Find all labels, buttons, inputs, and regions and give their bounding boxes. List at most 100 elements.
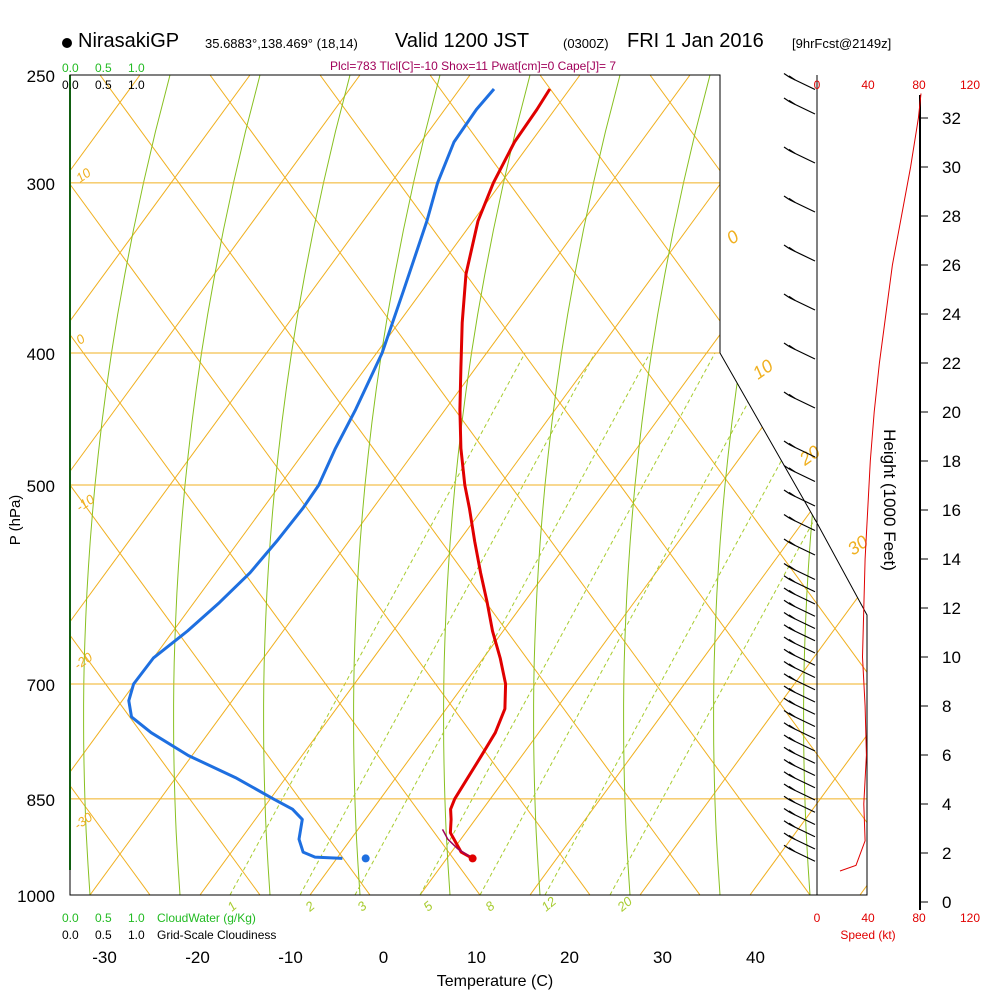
wind-barb-feather bbox=[788, 565, 796, 571]
wind-barb-feather bbox=[788, 847, 796, 853]
pressure-tick-label: 1000 bbox=[17, 887, 55, 906]
data-series bbox=[127, 88, 552, 863]
wind-barb-feather bbox=[783, 648, 791, 654]
temperature-tick-label: 10 bbox=[467, 948, 486, 967]
plot-frame-outline bbox=[69, 74, 868, 896]
height-tick-label: 14 bbox=[942, 550, 961, 569]
moist-adiabat-line bbox=[173, 75, 261, 895]
stability-params: Plcl=783 Tlcl[C]=-10 Shox=11 Pwat[cm]=0 … bbox=[330, 59, 617, 73]
wind-barb-feather bbox=[788, 785, 796, 791]
wind-barb-feather bbox=[783, 710, 791, 715]
adiabat-label: -20 bbox=[71, 649, 96, 673]
series-line-temperature bbox=[448, 88, 552, 860]
wind-barb-feather bbox=[788, 810, 796, 816]
isotherm-line bbox=[0, 75, 30, 895]
mixing-ratio-line bbox=[479, 352, 776, 895]
adiabat-label: 10 bbox=[749, 355, 777, 383]
forecast-date: FRI 1 Jan 2016 bbox=[627, 30, 764, 52]
wind-barb-feather bbox=[783, 722, 791, 728]
wind-barb-feather bbox=[783, 587, 791, 593]
valid-time: Valid 1200 JST bbox=[395, 30, 530, 52]
cloud-scale-label: 0.5 bbox=[95, 78, 112, 92]
adiabat-label: 0 bbox=[73, 331, 88, 348]
temperature-tick-label: 40 bbox=[746, 948, 765, 967]
isotherm-line bbox=[70, 75, 361, 895]
wind-barb-feather bbox=[783, 783, 791, 789]
dry-adiabat-line bbox=[980, 75, 1000, 895]
height-tick-label: 32 bbox=[942, 109, 961, 128]
moist-adiabat-line bbox=[623, 75, 711, 895]
wind-barb-feather bbox=[788, 516, 796, 522]
wind-barb-feather bbox=[788, 467, 796, 473]
wind-barb-feather bbox=[783, 624, 791, 630]
guide-lines bbox=[0, 75, 1000, 895]
pressure-tick-label: 850 bbox=[27, 791, 55, 810]
cloud-scale-label: 0.5 bbox=[95, 61, 112, 75]
cloud-scale-label: 1.0 bbox=[128, 928, 145, 942]
wind-barb-feather bbox=[783, 685, 791, 691]
height-tick-label: 12 bbox=[942, 599, 961, 618]
wind-speed-tick-top: 0 bbox=[814, 78, 821, 92]
wind-barb-feather bbox=[783, 244, 791, 250]
cloud-scale-label: 1.0 bbox=[128, 911, 145, 925]
wind-barb-feather bbox=[783, 575, 791, 581]
height-tick-label: 20 bbox=[942, 403, 961, 422]
wind-barb-feather bbox=[788, 700, 796, 706]
cloud-scale-label: 1.0 bbox=[128, 61, 145, 75]
wind-barb-feather bbox=[783, 795, 791, 801]
temperature-tick-label: 0 bbox=[379, 948, 388, 967]
forecast-info: [9hrFcst@2149z] bbox=[792, 36, 892, 51]
wind-barb-feather bbox=[783, 832, 791, 838]
mixing-ratio-label: 5 bbox=[420, 898, 436, 915]
wind-barb-feather bbox=[788, 749, 796, 755]
wind-barb-feather bbox=[788, 822, 796, 828]
isotherm-line bbox=[970, 75, 1000, 895]
wind-barb-feather bbox=[788, 798, 796, 804]
y-axis-label: P (hPa) bbox=[7, 495, 24, 546]
wind-barb-feather bbox=[783, 73, 791, 78]
cloud-scale-label: 0.0 bbox=[62, 61, 79, 75]
wind-barb-feather bbox=[783, 342, 791, 348]
wind-barb-feather bbox=[788, 246, 796, 252]
temperature-tick-label: 30 bbox=[653, 948, 672, 967]
station-coords: 35.6883°,138.469° (18,14) bbox=[205, 36, 358, 51]
mixing-ratio-label: 12 bbox=[538, 893, 559, 914]
wind-barb-feather bbox=[788, 687, 796, 693]
wind-barb-feather bbox=[783, 391, 791, 397]
wind-barb-feather bbox=[783, 636, 791, 642]
height-tick-label: 28 bbox=[942, 207, 961, 226]
wind-barb-feather bbox=[788, 442, 796, 448]
mixing-ratio-label: 20 bbox=[614, 893, 636, 915]
wind-barb-feather bbox=[788, 675, 796, 681]
wind-barb-feather bbox=[788, 761, 796, 767]
cloud-scale-label: 0.5 bbox=[95, 911, 112, 925]
wind-barb-feather bbox=[783, 759, 791, 764]
wind-barb-feather bbox=[788, 638, 796, 644]
height-tick-label: 6 bbox=[942, 746, 951, 765]
pressure-tick-label: 700 bbox=[27, 676, 55, 695]
mixing-ratio-label: 2 bbox=[302, 898, 319, 915]
temperature-tick-label: -10 bbox=[278, 948, 303, 967]
wind-barb-feather bbox=[788, 736, 796, 742]
moist-adiabat-line bbox=[263, 75, 351, 895]
isotherm-line bbox=[749, 75, 867, 895]
adiabat-label: 20 bbox=[795, 441, 824, 469]
wind-barb-feather bbox=[783, 673, 791, 679]
wind-speed-label: Speed (kt) bbox=[840, 928, 895, 942]
height-tick-label: 24 bbox=[942, 305, 961, 324]
mixing-ratio-line bbox=[299, 352, 596, 895]
adiabat-label: 30 bbox=[844, 531, 872, 559]
wind-barb-feather bbox=[783, 97, 791, 103]
wind-speed-tick-bottom: 0 bbox=[814, 911, 821, 925]
pressure-tick-label: 300 bbox=[27, 175, 55, 194]
wind-barb-feather bbox=[783, 538, 791, 544]
wind-speed-tick-top: 120 bbox=[960, 78, 980, 92]
wind-barb-feather bbox=[788, 589, 796, 595]
mixing-ratio-label: 3 bbox=[354, 898, 370, 915]
wind-barb-feather bbox=[788, 99, 796, 105]
moist-adiabat-line bbox=[353, 75, 441, 895]
wind-barb-feather bbox=[783, 465, 791, 470]
